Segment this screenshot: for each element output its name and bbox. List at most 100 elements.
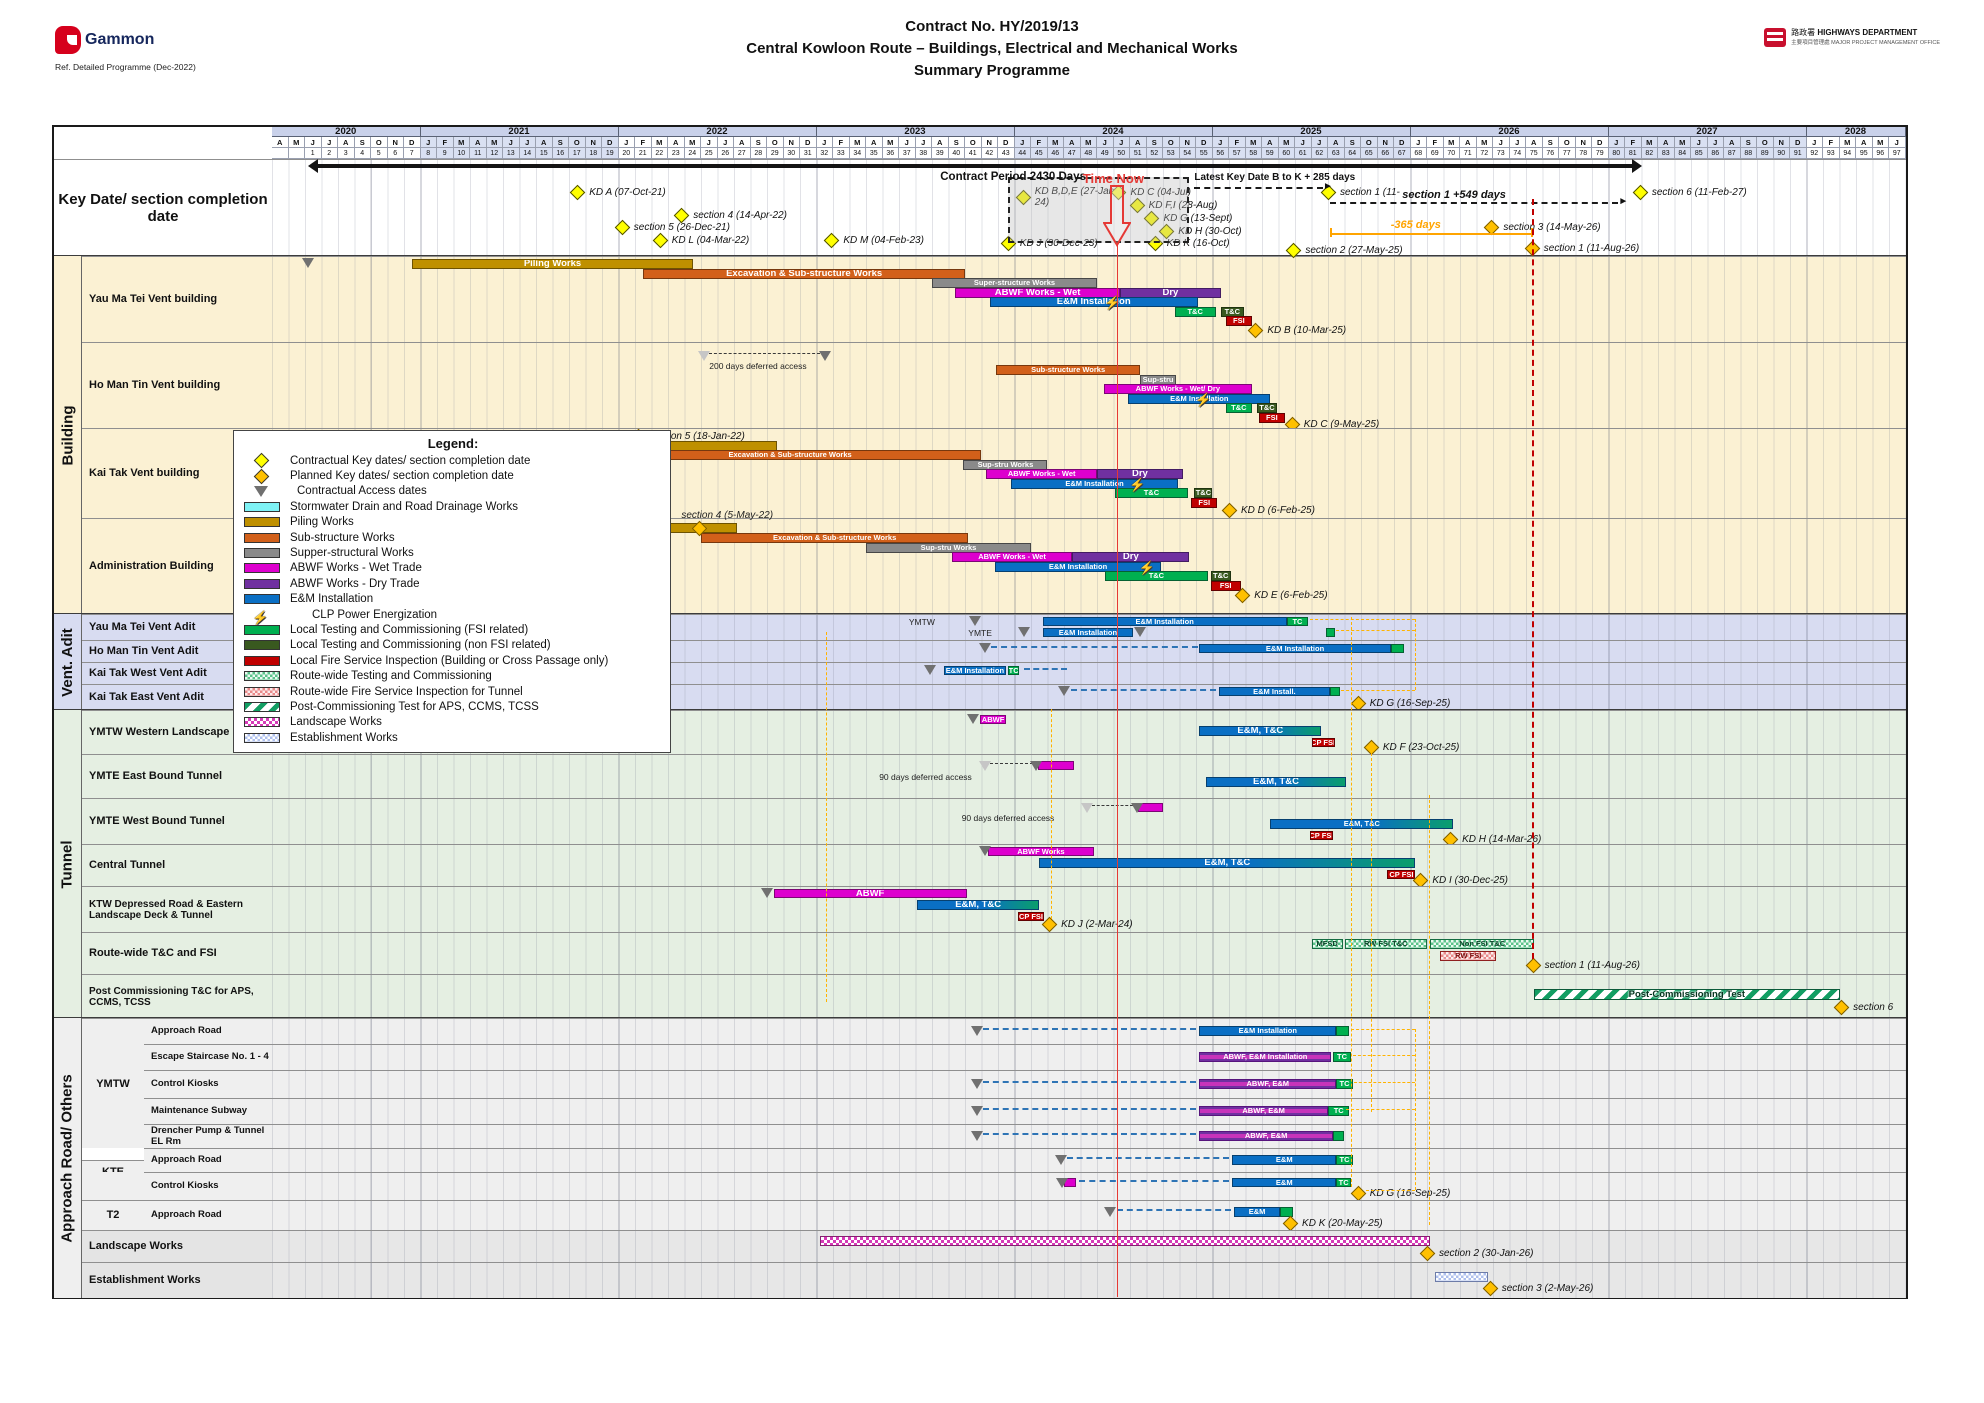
highways-department-icon <box>1764 28 1787 47</box>
monthnum-cell: 48 <box>1080 148 1097 159</box>
gantt-bar-em: E&M <box>1232 1155 1337 1165</box>
milestone-label: KD C (9-May-25) <box>1303 419 1380 430</box>
month-cell: N <box>1179 137 1196 148</box>
milestone: KD G (16-Sep-25) <box>1350 695 1450 712</box>
access-date-marker <box>970 1106 983 1116</box>
monthnum-cell: 9 <box>437 148 454 159</box>
monthnum-cell: 51 <box>1130 148 1147 159</box>
title-contract-no: Contract No. HY/2019/13 <box>905 18 1079 35</box>
row-label: Control Kiosks <box>144 1172 272 1200</box>
row-plot: ABWF, E&M Installation TC <box>272 1044 1906 1070</box>
monthnum-cell: 69 <box>1427 148 1444 159</box>
access-date-marker <box>967 714 980 724</box>
milestone: KD B (10-Mar-25) <box>1248 322 1346 339</box>
month-cell: J <box>1212 137 1229 148</box>
gantt-bar-sub: Sub-structure Works <box>996 365 1140 375</box>
gammon-logo: Gammon Ref. Detailed Programme (Dec-2022… <box>55 26 196 72</box>
month-cell: O <box>1163 137 1180 148</box>
month-cell: O <box>1361 137 1378 148</box>
monthnum-cell: 77 <box>1559 148 1576 159</box>
monthnum-cell: 85 <box>1691 148 1708 159</box>
month-cell: J <box>701 137 718 148</box>
gantt-bar-fsi: FSI <box>1225 316 1253 326</box>
milestone-diamond <box>1221 502 1238 519</box>
monthnum-cell: 79 <box>1592 148 1609 159</box>
gantt-bar-wet: ABWF Works - Wet <box>986 469 1097 479</box>
access-date-marker <box>1029 761 1042 771</box>
monthnum-cell: 86 <box>1707 148 1724 159</box>
legend-item: Local Testing and Commissioning (non FSI… <box>244 638 662 653</box>
gantt-bar-em: E&M Installation <box>943 666 1007 675</box>
legend-swatch-sub <box>244 532 280 543</box>
legend-swatch-rwfsi <box>244 686 280 697</box>
monthnum-cell: 72 <box>1476 148 1493 159</box>
monthnum-cell: 65 <box>1361 148 1378 159</box>
month-cell: A <box>536 137 553 148</box>
gantt-bar-dry: Dry <box>1120 287 1221 298</box>
month-cell: M <box>1641 137 1658 148</box>
month-cell: A <box>1658 137 1675 148</box>
key-date-row-label: Key Date/ section completion date <box>54 159 272 255</box>
row-plot: section 2 (30-Jan-26) <box>272 1230 1906 1262</box>
row-label: Post Commissioning T&C for APS, CCMS, TC… <box>82 974 272 1018</box>
month-cell: O <box>371 137 388 148</box>
monthnum-cell: 82 <box>1641 148 1658 159</box>
month-cell: O <box>1757 137 1774 148</box>
monthnum-cell: 45 <box>1031 148 1048 159</box>
milestone: section 2 (30-Jan-26) <box>1419 1245 1534 1262</box>
legend-swatch-wet <box>244 563 280 574</box>
clp-energization-icon: ⚡ <box>1104 295 1121 310</box>
gantt-bar-abwfem: ABWF, E&M Installation <box>1199 1052 1332 1062</box>
row-group-label <box>82 1018 144 1044</box>
access-date-marker <box>1130 803 1143 813</box>
month-cell: J <box>420 137 437 148</box>
month-cell: J <box>1707 137 1724 148</box>
month-cell: D <box>800 137 817 148</box>
title-programme: Summary Programme <box>914 62 1070 79</box>
gantt-bar-tc <box>1280 1207 1294 1217</box>
monthnum-cell: 6 <box>387 148 404 159</box>
month-cell: F <box>1625 137 1642 148</box>
milestone: section 5 (18-Jan-22) <box>631 428 745 445</box>
monthnum-cell: 27 <box>734 148 751 159</box>
dependency-dash <box>991 646 1198 648</box>
month-cell: O <box>1559 137 1576 148</box>
gantt-bar-sub: Excavation & Sub-structure Works <box>701 533 969 543</box>
title-project: Central Kowloon Route – Buildings, Elect… <box>746 40 1238 57</box>
gantt-bar-fsi: CP FSI <box>1387 870 1416 879</box>
month-cell: S <box>552 137 569 148</box>
month-cell: A <box>1328 137 1345 148</box>
milestone-label: KD G (16-Sep-25) <box>1369 1188 1451 1199</box>
monthnum-cell: 1 <box>305 148 322 159</box>
year-cell: 2026 <box>1410 127 1609 137</box>
year-cell: 2023 <box>816 127 1015 137</box>
monthnum-cell: 30 <box>783 148 800 159</box>
row-group-label <box>82 1124 144 1148</box>
legend-label: Local Testing and Commissioning (FSI rel… <box>290 623 529 636</box>
gantt-bar-emtc: E&M, T&C <box>1205 777 1347 787</box>
gantt-bar-sup: Sup-stru <box>1139 374 1177 385</box>
month-cell: D <box>602 137 619 148</box>
month-cell: N <box>783 137 800 148</box>
row-plot: MFSD RW FSI T&C Non FSI T&C RW FSI section 1… <box>272 932 1906 974</box>
gantt-bar-tcn: T&C <box>1194 488 1213 498</box>
monthnum-cell: 25 <box>701 148 718 159</box>
legend-swatch-storm <box>244 501 280 512</box>
legend-label: Supper-structural Works <box>290 547 414 560</box>
legend-item: Local Testing and Commissioning (FSI rel… <box>244 622 662 637</box>
gantt-bar-tc: T&C <box>1225 403 1253 413</box>
dependency-dash <box>983 1028 1196 1030</box>
milestone-label: section 3 (2-May-26) <box>1501 1283 1594 1294</box>
section-band: Vent. Adit <box>54 614 82 710</box>
dependency-dash <box>709 353 820 354</box>
month-cell: S <box>1146 137 1163 148</box>
legend-item: ABWF Works - Wet Trade <box>244 561 662 576</box>
monthnum-cell: 17 <box>569 148 586 159</box>
gantt-bar-tc: T&C <box>1115 488 1188 498</box>
row-plot: ABWF, E&M TC <box>272 1070 1906 1098</box>
row-label: Approach Road <box>144 1200 272 1230</box>
monthnum-cell: 89 <box>1757 148 1774 159</box>
row-plot: E&M Installation <box>272 640 1906 662</box>
milestone-label: section 5 (18-Jan-22) <box>650 431 745 442</box>
legend-label: Contractual Key dates/ section completio… <box>290 454 531 467</box>
